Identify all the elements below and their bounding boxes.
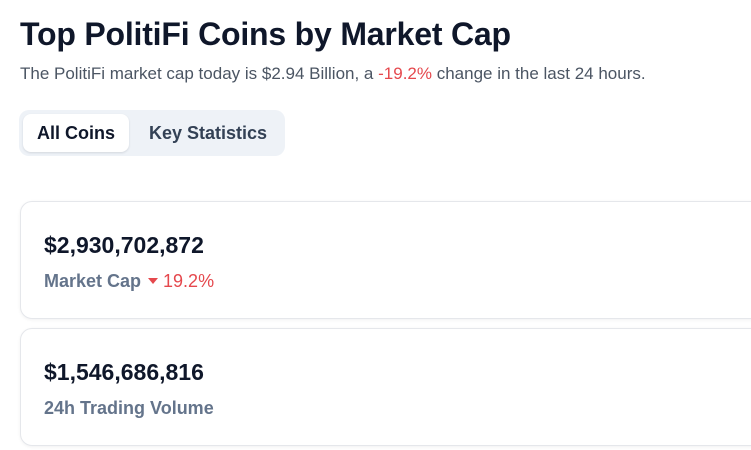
subtitle-suffix: change in the last 24 hours. — [432, 64, 646, 83]
subtitle-prefix: The PolitiFi market cap today is $2.94 B… — [20, 64, 379, 83]
market-cap-card: $2,930,702,872 Market Cap 19.2% — [20, 201, 751, 319]
market-cap-label-row: Market Cap 19.2% — [44, 268, 214, 294]
market-cap-value: $2,930,702,872 — [44, 232, 204, 258]
market-cap-change-value: 19.2% — [163, 271, 215, 291]
tab-bar: All Coins Key Statistics — [19, 110, 286, 156]
trading-volume-card: $1,546,686,816 24h Trading Volume — [20, 328, 751, 446]
trading-volume-label: 24h Trading Volume — [44, 398, 214, 418]
subtitle-change: -19.2% — [378, 64, 432, 83]
market-cap-label: Market Cap — [44, 271, 142, 291]
page-title: Top PolitiFi Coins by Market Cap — [20, 16, 511, 52]
trading-volume-label-row: 24h Trading Volume — [44, 395, 214, 421]
caret-down-icon — [148, 278, 159, 284]
tab-all-coins[interactable]: All Coins — [23, 114, 130, 152]
page-subtitle: The PolitiFi market cap today is $2.94 B… — [20, 62, 646, 86]
market-cap-change: 19.2% — [147, 268, 214, 294]
tab-key-statistics[interactable]: Key Statistics — [149, 122, 268, 143]
trading-volume-value: $1,546,686,816 — [44, 359, 204, 385]
